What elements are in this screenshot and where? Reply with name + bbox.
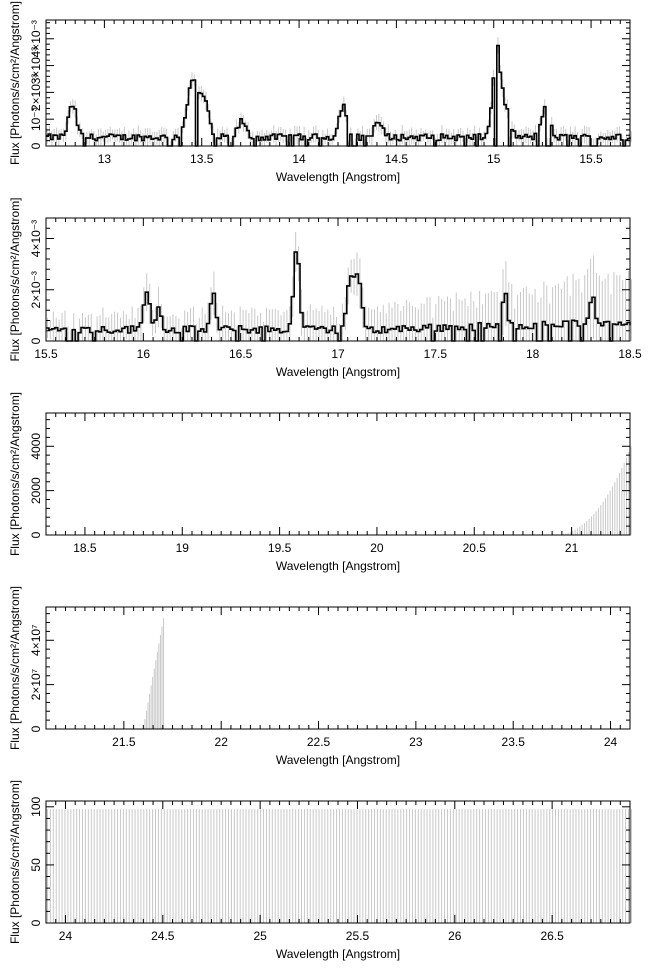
x-tick-label: 24 [59, 929, 73, 943]
x-tick-label: 20 [370, 541, 384, 555]
y-tick-label: 50 [29, 858, 43, 872]
x-tick-label: 25.5 [346, 929, 370, 943]
data-histogram [46, 44, 631, 147]
x-tick-label: 21.5 [112, 735, 136, 749]
error-bars [46, 809, 632, 923]
x-tick-label: 19 [176, 541, 190, 555]
data-histogram [46, 251, 631, 342]
y-axis-label: Flux [Photons/s/cm²/Angstrom] [8, 197, 22, 361]
y-tick-label: 3×10⁻³ [29, 47, 43, 84]
x-tick-label: 23.5 [502, 735, 526, 749]
y-axis-label: Flux [Photons/s/cm²/Angstrom] [8, 392, 22, 556]
y-tick-label: 4×10⁻³ [29, 20, 43, 57]
y-tick-label: 10⁻³ [29, 107, 43, 131]
y-tick-label: 4×10⁷ [29, 625, 43, 656]
x-tick-label: 18.5 [73, 541, 97, 555]
error-bars [553, 446, 632, 535]
y-tick-label: 0 [29, 919, 43, 926]
x-tick-label: 25 [253, 929, 267, 943]
x-tick-label: 14 [292, 152, 306, 166]
plot-frame [45, 606, 631, 730]
y-tick-label: 4000 [29, 433, 43, 460]
x-tick-label: 20.5 [463, 541, 487, 555]
x-tick-label: 23 [409, 735, 423, 749]
chart-panel-1: 13 13.5 14 14.5 15 15.5 0 10⁻³2×10⁻³3×10⁻³4×10⁻… [8, 1, 632, 184]
x-tick-label: 24.5 [151, 929, 175, 943]
x-tick-label: 14.5 [385, 152, 409, 166]
x-tick-label: 26.5 [540, 929, 564, 943]
x-tick-label: 18 [526, 347, 540, 361]
chart-panel-5: 24 24.5 25 25.5 26 26.5 0 50 100 Wavelength [Angs… [8, 780, 632, 961]
y-axis-label: Flux [Photons/s/cm²/Angstrom] [8, 586, 22, 750]
plot-frame [45, 800, 631, 924]
x-axis-label: Wavelength [Angstrom] [276, 170, 400, 184]
error-bars [46, 37, 632, 146]
y-tick-label: 0 [29, 337, 43, 344]
y-tick-label: 100 [29, 796, 43, 816]
y-tick-label: 4×10⁻³ [29, 220, 43, 257]
plot-frame [45, 412, 631, 536]
chart-panel-3: 18.5 19 19.5 20 20.5 21 0 2000 4000 Wavelength [A… [8, 392, 632, 573]
y-tick-label: 0 [29, 531, 43, 538]
x-tick-label: 17.5 [424, 347, 448, 361]
x-tick-label: 22.5 [307, 735, 331, 749]
y-tick-label: 0 [29, 142, 43, 149]
error-bars [144, 618, 165, 729]
x-tick-label: 13 [98, 152, 112, 166]
x-tick-label: 15 [487, 152, 501, 166]
y-tick-label: 0 [29, 725, 43, 732]
error-bars [46, 231, 632, 341]
y-tick-label: 2000 [29, 477, 43, 504]
x-axis-label: Wavelength [Angstrom] [276, 947, 400, 961]
y-axis-label: Flux [Photons/s/cm²/Angstrom] [8, 1, 22, 165]
y-tick-label: 2×10⁻³ [29, 74, 43, 111]
x-tick-label: 19.5 [268, 541, 292, 555]
chart-panel-2: 15.5 16 16.5 17 17.5 18 18.5 0 2×10⁻³ 4×10⁻³ Wavel… [8, 197, 642, 379]
y-tick-label: 2×10⁻³ [29, 271, 43, 308]
y-axis-label: Flux [Photons/s/cm²/Angstrom] [8, 780, 22, 944]
x-tick-label: 24 [604, 735, 618, 749]
x-tick-label: 17 [331, 347, 345, 361]
x-tick-label: 26 [448, 929, 462, 943]
x-tick-label: 16 [137, 347, 151, 361]
x-tick-label: 15.5 [34, 347, 58, 361]
x-tick-label: 13.5 [190, 152, 214, 166]
chart-panel-4: 21.5 22 22.5 23 23.5 24 0 2×10⁷ 4×10⁷ Wavelength … [8, 586, 631, 767]
x-tick-label: 22 [215, 735, 229, 749]
x-axis-label: Wavelength [Angstrom] [276, 365, 400, 379]
x-tick-label: 18.5 [618, 347, 642, 361]
x-tick-label: 21 [565, 541, 579, 555]
x-axis-label: Wavelength [Angstrom] [276, 559, 400, 573]
x-tick-label: 16.5 [229, 347, 253, 361]
x-axis-label: Wavelength [Angstrom] [276, 753, 400, 767]
y-tick-label: 2×10⁷ [29, 669, 43, 700]
x-tick-label: 15.5 [579, 152, 603, 166]
